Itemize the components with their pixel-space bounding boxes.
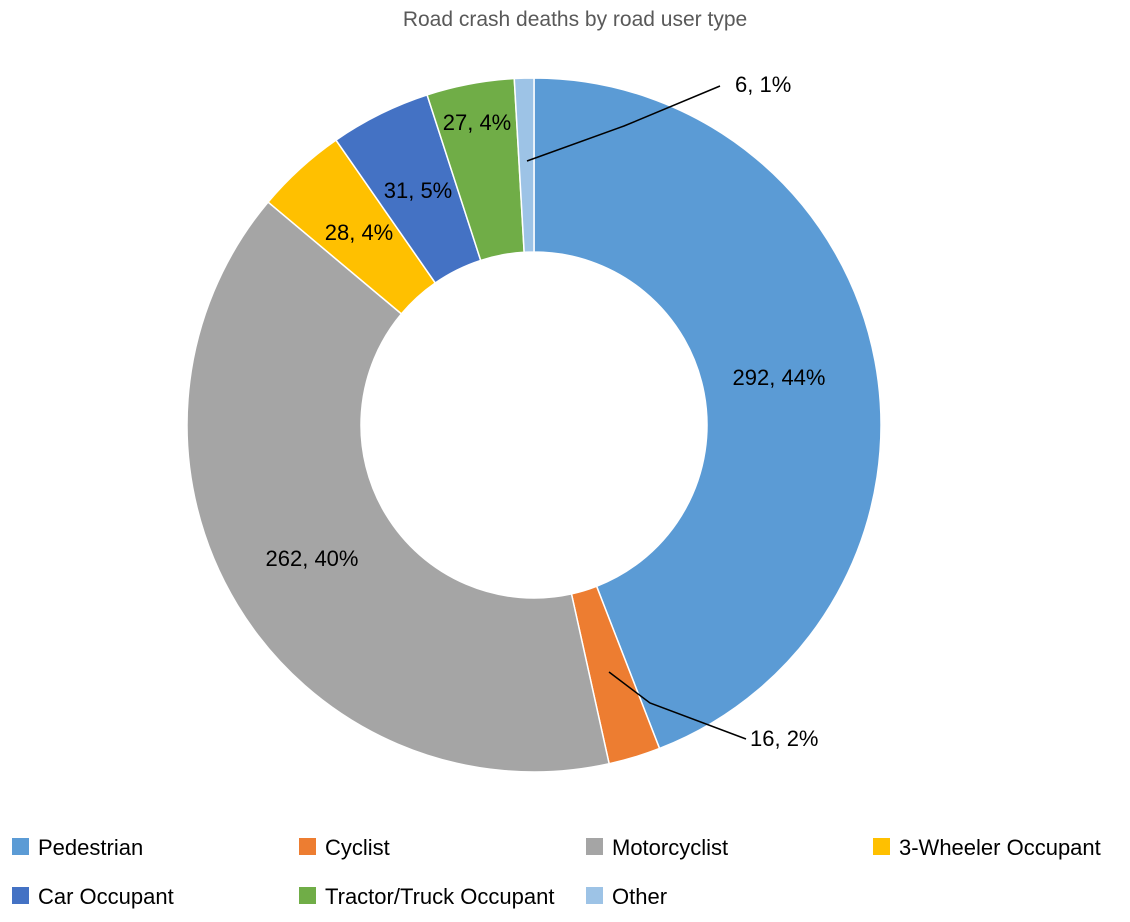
legend-label-3-wheeler-occupant: 3-Wheeler Occupant xyxy=(899,835,1101,860)
legend: Pedestrian Cyclist Motorcyclist 3-Wheeler O… xyxy=(12,835,1101,909)
legend-swatch-motorcyclist xyxy=(586,838,603,855)
legend-swatch-pedestrian xyxy=(12,838,29,855)
legend-item-other: Other xyxy=(586,884,667,909)
data-label-cyclist: 16, 2% xyxy=(750,726,819,751)
legend-swatch-3-wheeler-occupant xyxy=(873,838,890,855)
slices-group xyxy=(187,78,881,772)
legend-swatch-car-occupant xyxy=(12,887,29,904)
legend-label-pedestrian: Pedestrian xyxy=(38,835,143,860)
legend-swatch-cyclist xyxy=(299,838,316,855)
data-label-tractor-truck-occupant: 27, 4% xyxy=(443,110,512,135)
legend-swatch-other xyxy=(586,887,603,904)
legend-label-other: Other xyxy=(612,884,667,909)
legend-item-3-wheeler-occupant: 3-Wheeler Occupant xyxy=(873,835,1101,860)
legend-label-car-occupant: Car Occupant xyxy=(38,884,174,909)
data-label-other: 6, 1% xyxy=(735,72,791,97)
legend-item-tractor-truck-occupant: Tractor/Truck Occupant xyxy=(299,884,554,909)
legend-label-motorcyclist: Motorcyclist xyxy=(612,835,728,860)
legend-item-cyclist: Cyclist xyxy=(299,835,390,860)
legend-label-tractor-truck-occupant: Tractor/Truck Occupant xyxy=(325,884,554,909)
data-label-motorcyclist: 262, 40% xyxy=(266,546,359,571)
legend-label-cyclist: Cyclist xyxy=(325,835,390,860)
data-label-car-occupant: 31, 5% xyxy=(384,178,453,203)
legend-item-pedestrian: Pedestrian xyxy=(12,835,143,860)
legend-swatch-tractor-truck-occupant xyxy=(299,887,316,904)
data-label-3-wheeler-occupant: 28, 4% xyxy=(325,220,394,245)
legend-item-car-occupant: Car Occupant xyxy=(12,884,174,909)
legend-item-motorcyclist: Motorcyclist xyxy=(586,835,728,860)
data-label-pedestrian: 292, 44% xyxy=(733,365,826,390)
chart-title: Road crash deaths by road user type xyxy=(403,8,747,31)
